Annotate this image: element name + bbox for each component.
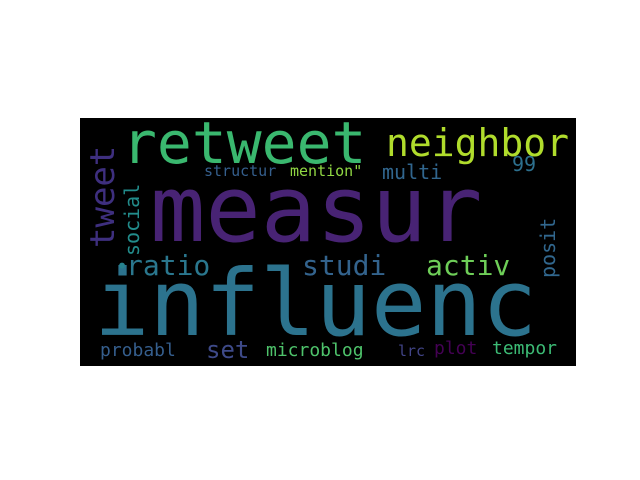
word-cloud: measur influenc retweet neighbor tweet s…	[80, 118, 576, 366]
word-microblog: microblog	[266, 340, 364, 361]
word-probabl: probabl	[100, 340, 176, 361]
word-influenc: influenc	[94, 250, 538, 357]
word-set: set	[206, 336, 250, 364]
word-activ: activ	[426, 249, 511, 282]
word-mention: mention"	[290, 162, 363, 180]
word-plot: plot	[434, 338, 478, 359]
word-multi: multi	[382, 160, 443, 184]
word-neighbor: neighbor	[386, 121, 570, 165]
word-social: social	[120, 183, 144, 256]
word-tempor: tempor	[492, 338, 558, 359]
word-99: 99	[512, 152, 537, 176]
word-bullet: •	[116, 254, 129, 278]
word-structur: structur	[204, 162, 277, 180]
word-posit: posit	[536, 217, 560, 278]
word-ratio: ratio	[126, 249, 211, 282]
word-tweet: tweet	[83, 145, 123, 248]
word-retweet: retweet	[122, 118, 367, 177]
word-measur: measur	[150, 156, 483, 263]
word-lrc: lrc	[398, 342, 426, 360]
word-studi: studi	[302, 249, 387, 282]
